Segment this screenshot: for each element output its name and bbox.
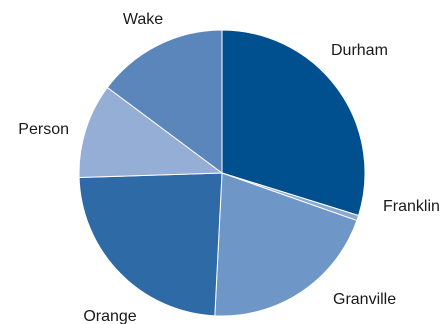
pie-slice-wake: [106, 29, 223, 174]
pie-slice-person: [78, 86, 224, 179]
pie-slices: [78, 29, 366, 317]
slice-label-franklin: Franklin: [383, 198, 440, 215]
slice-labels: Durham Franklin Granville Orange Person Wake: [18, 11, 440, 324]
pie-slice-orange: [78, 172, 223, 317]
slice-label-durham: Durham: [331, 42, 388, 59]
slice-label-granville: Granville: [333, 291, 396, 308]
slice-label-person: Person: [18, 121, 69, 138]
slice-label-wake: Wake: [123, 11, 163, 28]
pie-slice-granville: [214, 172, 358, 317]
slice-label-orange: Orange: [83, 308, 136, 324]
pie-slice-durham: [221, 29, 366, 217]
